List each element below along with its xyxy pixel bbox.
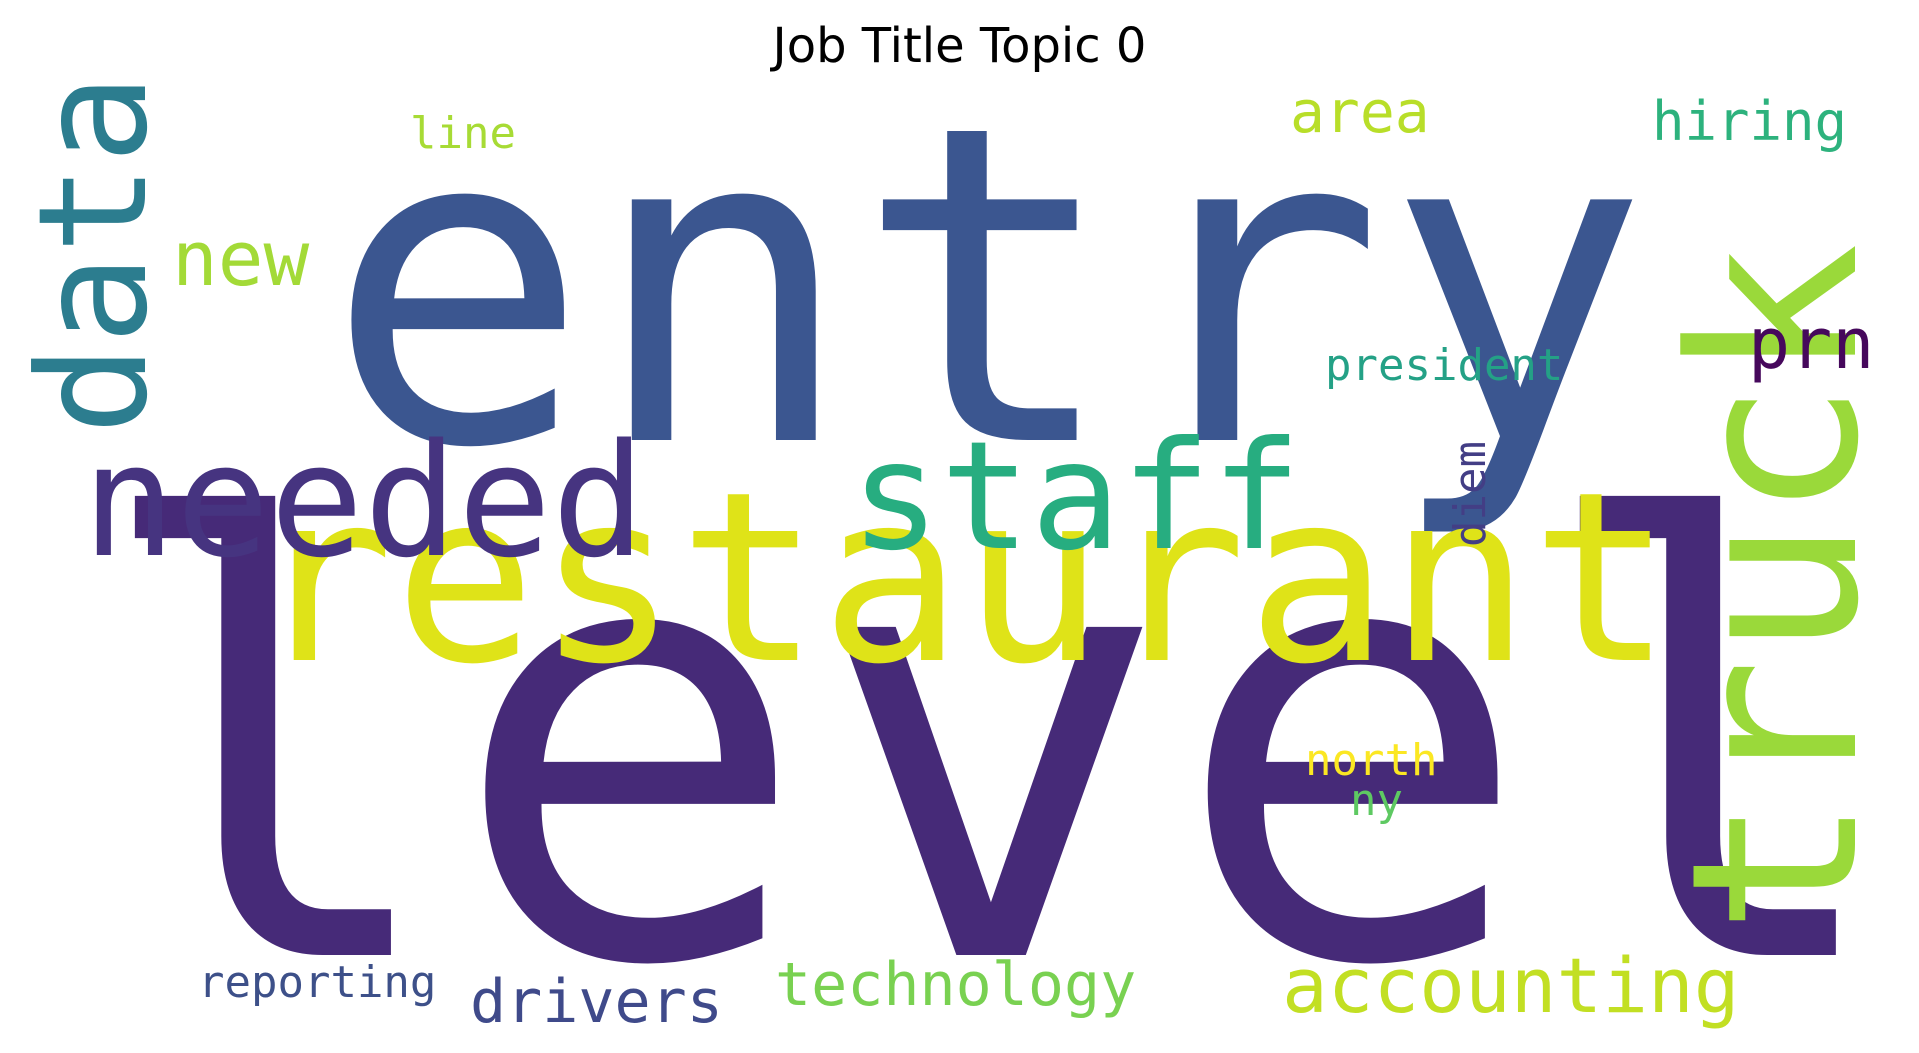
chart-title: Job Title Topic 0 [772, 18, 1147, 74]
word-president: president [1325, 340, 1563, 391]
word-technology: technology [775, 950, 1136, 1020]
word-data: data [7, 74, 181, 435]
word-reporting: reporting [198, 957, 436, 1008]
word-ny: ny [1350, 775, 1403, 826]
word-entry: entry [325, 32, 1650, 544]
word-prn: prn [1748, 303, 1874, 385]
word-drivers: drivers [470, 967, 723, 1037]
word-new: new [172, 214, 310, 303]
word-level: level [88, 398, 1894, 1053]
word-diem: diem [1445, 441, 1496, 547]
word-staff: staff [850, 410, 1302, 584]
word-needed: needed [82, 410, 646, 592]
word-area: area [1290, 78, 1430, 146]
word-accounting: accounting [1282, 941, 1740, 1030]
word-hiring: hiring [1652, 90, 1847, 153]
word-north: north [1305, 735, 1437, 786]
word-truck: truck [1643, 243, 1910, 935]
word-restaurant: restaurant [252, 441, 1673, 716]
word-line: line [410, 108, 516, 159]
